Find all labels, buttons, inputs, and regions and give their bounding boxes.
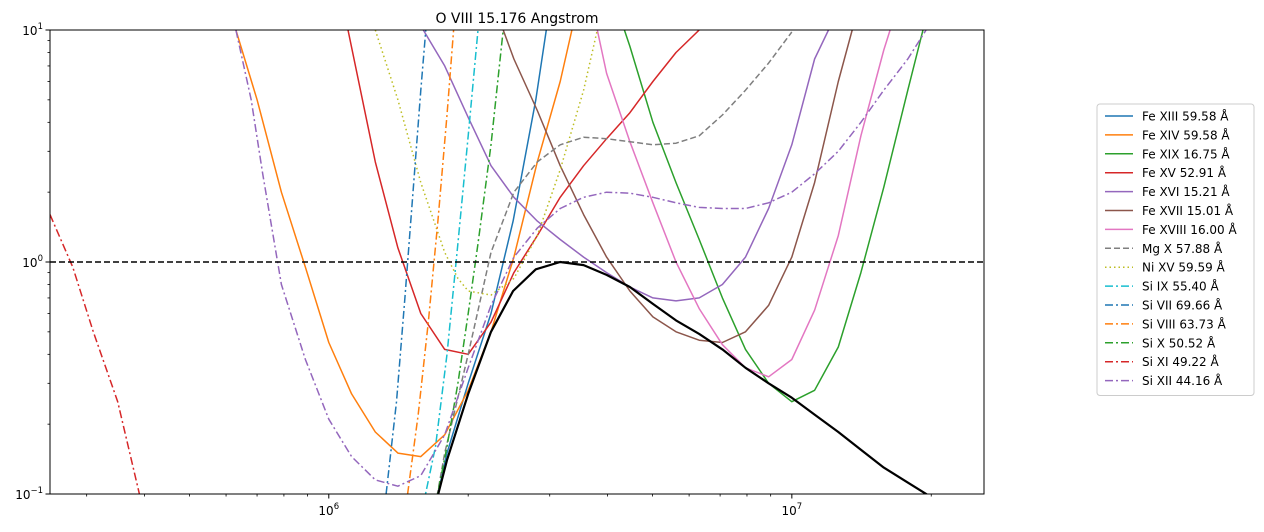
legend-label-14: Si XI 49.22 Å [1142, 354, 1220, 369]
chart-title: O VIII 15.176 Angstrom [435, 11, 598, 27]
legend-label-11: Si VII 69.66 Å [1142, 298, 1223, 313]
legend-label-6: Fe XVII 15.01 Å [1142, 203, 1234, 218]
series-line-2 [235, 30, 573, 458]
legend-label-13: Si X 50.52 Å [1142, 335, 1216, 350]
series-line-3 [623, 30, 924, 403]
series-line-1 [437, 30, 548, 494]
legend-frame [1096, 103, 1255, 396]
series-line-14 [50, 214, 141, 494]
reference-curve [437, 260, 929, 494]
series-line-12 [406, 30, 455, 494]
x-tick-label-1: 106 [318, 502, 339, 518]
y-tick-label-1: 10−1 [15, 486, 43, 502]
series-line-4 [347, 30, 700, 356]
legend-label-12: Si VIII 63.73 Å [1142, 316, 1227, 331]
legend-label-9: Ni XV 59.59 Å [1142, 260, 1226, 275]
y-tick-label-3: 101 [22, 22, 43, 38]
legend-label-1: Fe XIII 59.58 Å [1142, 109, 1229, 124]
legend-label-15: Si XII 44.16 Å [1142, 373, 1223, 388]
legend-label-2: Fe XIV 59.58 Å [1142, 127, 1230, 142]
legend-label-10: Si IX 55.40 Å [1142, 279, 1220, 294]
axes-ticks: 106 107 10−1 100 101 [15, 22, 932, 518]
series-line-9 [374, 30, 599, 296]
y-tick-label-2: 100 [22, 254, 43, 270]
legend-label-3: Fe XIX 16.75 Å [1142, 146, 1230, 161]
x-tick-label-2: 107 [781, 502, 802, 518]
series-line-6 [502, 30, 853, 344]
series-line-8 [436, 31, 793, 494]
legend-label-7: Fe XVIII 16.00 Å [1142, 222, 1237, 237]
legend-label-8: Mg X 57.88 Å [1142, 241, 1223, 256]
legend: Fe XIII 59.58 Å Fe XIV 59.58 Å Fe XIX 16.7… [1096, 103, 1255, 396]
series-line-13 [436, 30, 504, 494]
legend-label-4: Fe XV 52.91 Å [1142, 165, 1227, 180]
series-line-10 [424, 30, 479, 494]
series-line-5 [422, 30, 830, 302]
plot-area [50, 30, 984, 494]
legend-label-5: Fe XVI 15.21 Å [1142, 184, 1230, 199]
